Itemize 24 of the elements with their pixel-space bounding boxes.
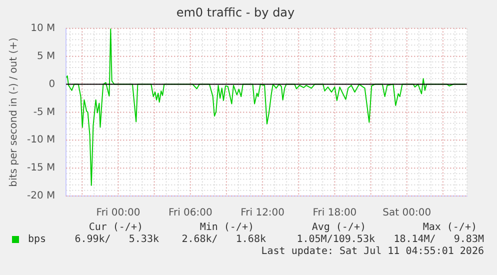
y-tick-label: -15 M [27,162,56,174]
y-axis-title: bits per second in (-) / out (+) [8,37,20,187]
y-tick-label: 5 M [36,50,56,62]
y-tick-label: 10 M [30,22,56,34]
x-tick-label: Fri 18:00 [312,208,357,219]
text: Cur (-/+) [88,222,143,234]
text: Avg (-/+) [312,222,366,234]
text: 18.14M/ 9.83M [394,234,484,246]
text: 2.68k/ 1.68k [182,234,266,246]
text: 1.05M/109.53k [296,234,375,246]
y-tick-label: -20 M [27,190,56,202]
legend-label: bps [28,234,46,245]
y-tick-label: -5 M [33,106,56,118]
x-tick-label: Fri 06:00 [168,208,212,219]
x-tick-label: Fri 00:00 [96,208,140,219]
y-tick-label: -10 M [27,134,56,146]
text: Last update: Sat Jul 11 04:55:01 2026 [261,246,484,258]
x-tick-label: Fri 12:00 [240,208,285,219]
chart-title: em0 traffic - by day [176,5,295,20]
x-tick-label: Sat 00:00 [382,208,432,219]
text: Min (-/+) [200,222,254,234]
text: 6.99k/ 5.33k [74,234,159,246]
text: Max (-/+) [422,222,477,234]
y-tick-label: 0 [48,78,56,90]
